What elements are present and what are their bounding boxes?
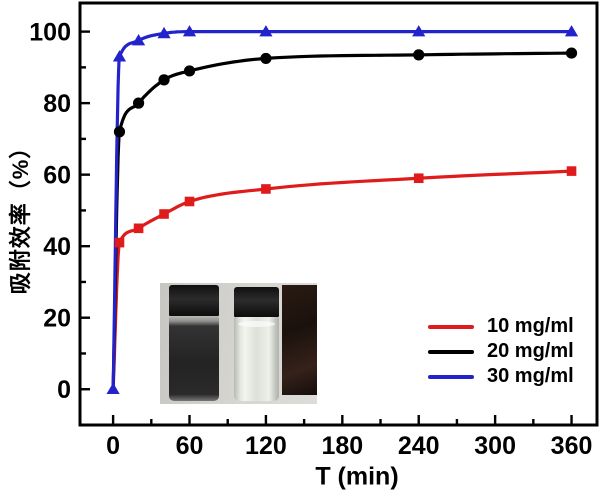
- data-point-square: [114, 237, 125, 248]
- y-axis-title: 吸附效率（%）: [8, 135, 33, 295]
- y-tick-label: 40: [43, 233, 71, 261]
- data-point-triangle: [131, 34, 146, 46]
- x-tick-label: 180: [321, 432, 363, 460]
- x-tick-label: 360: [551, 432, 593, 460]
- plot-frame: [78, 1, 599, 427]
- legend: 10 mg/ml 20 mg/ml 30 mg/ml: [428, 314, 574, 389]
- data-point-square: [261, 184, 271, 194]
- y-tick-label: 60: [43, 162, 71, 190]
- data-point-square: [184, 196, 195, 207]
- x-axis-title: T (min): [315, 462, 399, 491]
- data-point-circle: [158, 74, 170, 86]
- y-tick-label: 100: [29, 19, 71, 47]
- y-tick-label: 80: [43, 90, 71, 118]
- vial-cap: [169, 285, 219, 316]
- data-point-square: [413, 173, 424, 184]
- data-point-triangle: [412, 25, 426, 37]
- vial-dark-before: [169, 285, 219, 401]
- series-curve-10-mg-ml: [111, 169, 574, 391]
- x-tick-label: 240: [398, 432, 440, 460]
- y-tick-label: 0: [57, 376, 71, 404]
- data-point-square: [133, 223, 144, 234]
- data-point-circle: [183, 65, 196, 77]
- data-point-triangle: [564, 25, 579, 37]
- data-point-square: [159, 209, 169, 219]
- legend-line-blue-icon: [428, 374, 474, 379]
- legend-label: 20 mg/ml: [487, 340, 574, 362]
- x-tick-label: 300: [474, 432, 516, 460]
- x-tick-label: 120: [245, 432, 287, 460]
- data-point-square: [566, 166, 577, 176]
- legend-entry-10mgml: 10 mg/ml: [428, 314, 574, 339]
- data-point-circle: [113, 126, 126, 138]
- vial-cap: [234, 287, 279, 317]
- vial-dark-liquid: [169, 316, 219, 401]
- data-point-triangle: [112, 50, 127, 62]
- vial-clear-liquid: [234, 317, 279, 401]
- data-point-triangle: [106, 382, 120, 395]
- data-point-circle: [565, 47, 578, 59]
- data-point-triangle: [259, 25, 273, 37]
- legend-entry-20mgml: 20 mg/ml: [428, 339, 574, 364]
- data-point-circle: [260, 52, 272, 65]
- legend-label: 30 mg/ml: [487, 365, 574, 387]
- y-tick-label: 20: [43, 305, 71, 333]
- magnet-block: [282, 285, 317, 395]
- series-curve-30-mg-ml: [111, 30, 574, 391]
- legend-line-black-icon: [428, 349, 474, 354]
- inset-photo-vials: [160, 283, 317, 404]
- data-point-circle: [132, 97, 145, 109]
- data-point-triangle: [182, 25, 197, 37]
- x-tick-label: 60: [176, 432, 204, 460]
- legend-entry-30mgml: 30 mg/ml: [428, 364, 574, 389]
- data-point-circle: [413, 49, 425, 61]
- data-point-triangle: [157, 26, 171, 39]
- x-tick-label: 0: [106, 432, 120, 460]
- series-curve-20-mg-ml: [111, 51, 574, 391]
- legend-line-red-icon: [428, 324, 474, 329]
- vial-clear-after: [234, 287, 279, 401]
- legend-label: 10 mg/ml: [487, 315, 574, 337]
